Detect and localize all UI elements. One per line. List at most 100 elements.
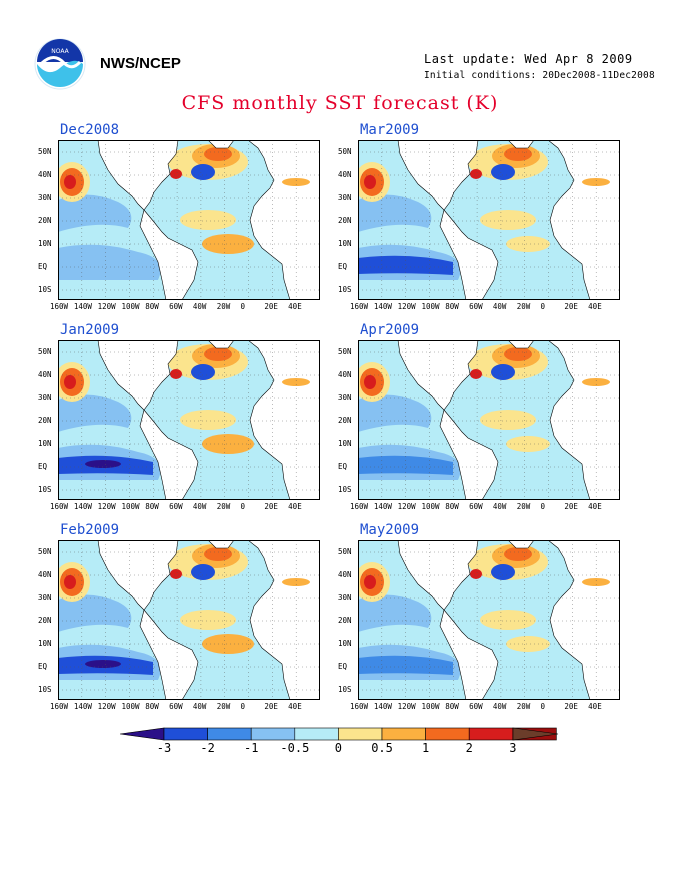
lon-tick-label: 80W [445, 702, 459, 711]
colorbar-label: -3 [156, 741, 172, 755]
lon-tick-label: 20E [264, 702, 278, 711]
lat-tick-label: EQ [338, 662, 348, 671]
lon-tick-label: 40E [588, 302, 602, 311]
lon-tick-label: 60W [169, 702, 183, 711]
lon-tick-label: 160W [350, 302, 369, 311]
lat-tick-label: 40N [338, 370, 352, 379]
lon-tick-label: 20W [216, 302, 231, 311]
lat-tick-label: EQ [38, 662, 48, 671]
lon-tick-label: 20E [264, 502, 278, 511]
lon-tick-label: 160W [350, 702, 369, 711]
initial-conditions: Initial conditions: 20Dec2008-11Dec2008 [424, 70, 655, 81]
lon-tick-label: 0 [240, 502, 246, 511]
lon-tick-label: 20W [516, 502, 531, 511]
lon-tick-label: 40E [288, 702, 302, 711]
lon-tick-label: 100W [121, 302, 140, 311]
map-panel-dec [58, 140, 320, 300]
map-panel-may [358, 540, 620, 700]
lon-tick-label: 80W [445, 302, 459, 311]
lon-tick-label: 120W [397, 302, 416, 311]
lon-tick-label: 160W [50, 702, 69, 711]
lon-tick-label: 100W [421, 702, 440, 711]
colorbar-label: 1 [422, 741, 430, 755]
lon-tick-label: 20W [516, 302, 531, 311]
lon-tick-label: 40W [192, 702, 207, 711]
lat-tick-label: 40N [38, 570, 52, 579]
lat-tick-label: 30N [338, 193, 352, 202]
lon-tick-label: 60W [469, 302, 483, 311]
lon-tick-label: 20W [216, 702, 231, 711]
lat-tick-label: 30N [38, 193, 52, 202]
map-panel-jan [58, 340, 320, 500]
lon-tick-label: 0 [540, 702, 546, 711]
panel-title-apr: Apr2009 [360, 322, 420, 338]
lon-tick-label: 40E [588, 502, 602, 511]
colorbar-label: -1 [244, 741, 259, 755]
lat-tick-label: 40N [338, 170, 352, 179]
panel-title-jan: Jan2009 [60, 322, 120, 338]
lat-tick-label: EQ [338, 462, 348, 471]
lon-tick-label: 40E [288, 302, 302, 311]
lat-tick-label: 50N [338, 147, 352, 156]
lat-tick-label: EQ [338, 262, 348, 271]
lat-tick-label: 50N [38, 547, 52, 556]
lat-tick-label: 10S [338, 685, 352, 694]
colorbar-label: 3 [509, 741, 517, 755]
colorbar-label: -0.5 [280, 741, 310, 755]
lon-tick-label: 120W [97, 502, 116, 511]
lon-tick-label: 0 [240, 702, 246, 711]
lon-tick-label: 60W [469, 702, 483, 711]
lon-tick-label: 120W [397, 702, 416, 711]
lat-tick-label: 10N [38, 239, 52, 248]
lon-tick-label: 20E [564, 302, 578, 311]
lon-tick-label: 20W [516, 702, 531, 711]
lon-tick-label: 120W [397, 502, 416, 511]
last-update: Last update: Wed Apr 8 2009 [424, 52, 633, 66]
lon-tick-label: 40W [492, 702, 507, 711]
lon-tick-label: 80W [145, 502, 159, 511]
lat-tick-label: 40N [338, 570, 352, 579]
colorbar-label: 0 [334, 741, 343, 755]
lon-tick-label: 100W [421, 302, 440, 311]
lon-tick-label: 80W [145, 702, 159, 711]
lat-tick-label: 20N [338, 616, 352, 625]
lat-tick-label: 30N [338, 593, 352, 602]
lon-tick-label: 140W [373, 702, 392, 711]
panel-title-feb: Feb2009 [60, 522, 120, 538]
lat-tick-label: 30N [38, 393, 52, 402]
lon-tick-label: 40E [588, 702, 602, 711]
lon-tick-label: 40W [192, 502, 207, 511]
lon-tick-label: 100W [421, 502, 440, 511]
noaa-logo: NOAA [34, 38, 86, 90]
lat-tick-label: 50N [338, 547, 352, 556]
colorbar-label: -2 [200, 741, 215, 755]
panel-title-may: May2009 [360, 522, 420, 538]
lat-tick-label: 10N [38, 439, 52, 448]
lat-tick-label: 10N [38, 639, 52, 648]
panel-title-mar: Mar2009 [360, 122, 420, 138]
lat-tick-label: 20N [38, 216, 52, 225]
lon-tick-label: 160W [350, 502, 369, 511]
colorbar-label: 0.5 [371, 741, 393, 755]
lat-tick-label: 10S [38, 685, 52, 694]
lat-tick-label: EQ [38, 262, 48, 271]
colorbar [119, 726, 560, 746]
map-panel-feb [58, 540, 320, 700]
lat-tick-label: EQ [38, 462, 48, 471]
lat-tick-label: 40N [38, 370, 52, 379]
lat-tick-label: 30N [38, 593, 52, 602]
lat-tick-label: 30N [338, 393, 352, 402]
lat-tick-label: 40N [38, 170, 52, 179]
lat-tick-label: 50N [38, 347, 52, 356]
lon-tick-label: 60W [169, 502, 183, 511]
lon-tick-label: 140W [373, 302, 392, 311]
lon-tick-label: 20E [564, 702, 578, 711]
org-label: NWS/NCEP [100, 55, 181, 72]
lon-tick-label: 0 [540, 502, 546, 511]
lat-tick-label: 20N [38, 616, 52, 625]
lon-tick-label: 0 [540, 302, 546, 311]
lon-tick-label: 40W [492, 502, 507, 511]
lat-tick-label: 10N [338, 439, 352, 448]
lat-tick-label: 10S [38, 285, 52, 294]
lon-tick-label: 80W [445, 502, 459, 511]
